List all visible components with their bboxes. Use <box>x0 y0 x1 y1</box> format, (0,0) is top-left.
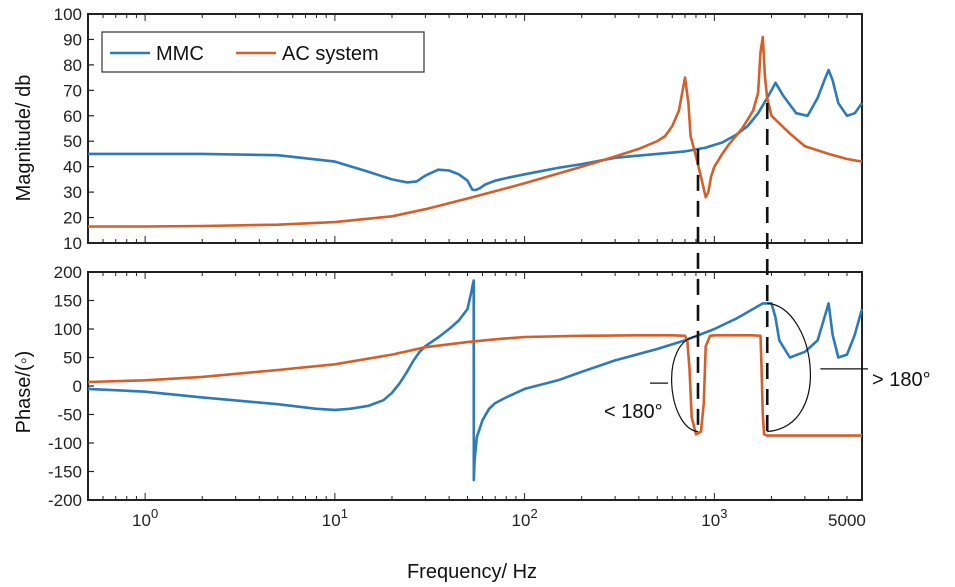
magnitude-ytick-label: 90 <box>63 30 82 49</box>
frequency-axis-label: Frequency/ Hz <box>407 561 537 583</box>
magnitude-y-ticks: 10 20 30 40 50 60 70 80 90 100 <box>54 5 94 253</box>
legend-label-mmc: MMC <box>156 43 204 65</box>
phase-ytick-label: -150 <box>48 463 82 482</box>
phase-ytick-label: 150 <box>54 292 82 311</box>
phase-margin-annotations <box>650 302 868 433</box>
frequency-xtick-label: 5000 <box>828 511 866 530</box>
frequency-x-ticks: 100 101 102 103 5000 <box>87 14 866 530</box>
magnitude-ytick-label: 30 <box>63 183 82 202</box>
resonance-markers <box>696 103 769 432</box>
frequency-xtick-label: 100 <box>132 506 158 530</box>
phase-ytick-label: 100 <box>54 320 82 339</box>
phase-ytick-label: -200 <box>48 491 82 510</box>
magnitude-line-mmc <box>88 68 864 192</box>
legend: MMC AC system <box>101 31 425 73</box>
legend-label-ac-system: AC system <box>282 43 379 65</box>
magnitude-axis-label: Magnitude/ db <box>13 75 35 202</box>
magnitude-series <box>88 35 864 228</box>
magnitude-ytick-label: 10 <box>63 234 82 253</box>
magnitude-axes-frame <box>87 13 863 244</box>
annotation-less-than-180: < 180° <box>604 401 663 423</box>
frequency-xtick-label: 103 <box>701 506 727 530</box>
phase-ytick-label: -50 <box>57 406 82 425</box>
bracket-less-than-180 <box>671 335 699 433</box>
frequency-xtick-label: 101 <box>322 506 348 530</box>
magnitude-ytick-label: 70 <box>63 81 82 100</box>
magnitude-ytick-label: 20 <box>63 209 82 228</box>
phase-line-ac-system <box>87 333 862 437</box>
magnitude-ytick-label: 60 <box>63 107 82 126</box>
bracket-greater-than-180 <box>767 302 811 433</box>
frequency-xtick-label: 102 <box>512 506 538 530</box>
magnitude-ytick-label: 100 <box>54 5 82 24</box>
annotation-greater-than-180: > 180° <box>872 369 931 391</box>
phase-y-ticks: -200 -150 -100 -50 0 50 100 150 200 <box>48 263 94 510</box>
phase-ytick-label: 0 <box>73 377 82 396</box>
phase-ytick-label: 200 <box>54 263 82 282</box>
phase-ytick-label: -100 <box>48 434 82 453</box>
magnitude-line-ac-system <box>88 35 863 228</box>
magnitude-ytick-label: 80 <box>63 56 82 75</box>
phase-axis-label: Phase/(◦) <box>13 351 35 434</box>
phase-line-mmc <box>87 279 864 482</box>
magnitude-ytick-label: 40 <box>63 158 82 177</box>
phase-ytick-label: 50 <box>63 349 82 368</box>
phase-series <box>87 279 864 482</box>
magnitude-ytick-label: 50 <box>63 132 82 151</box>
